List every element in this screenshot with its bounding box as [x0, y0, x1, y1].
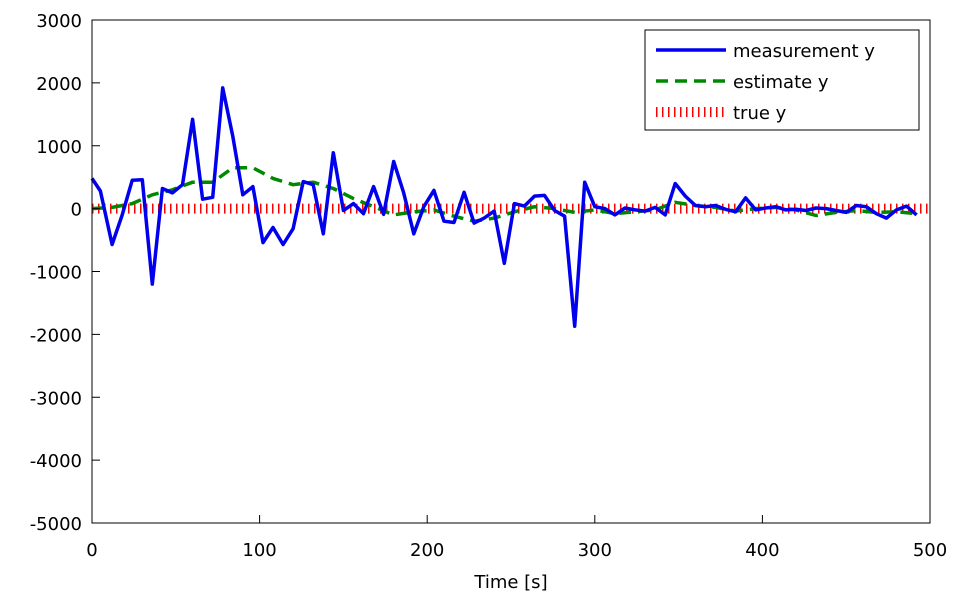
- y-tick-label: -1000: [30, 263, 82, 284]
- y-tick-label: -5000: [30, 514, 82, 535]
- x-tick-label: 500: [913, 540, 947, 561]
- x-tick-label: 300: [578, 540, 612, 561]
- legend-label-estimate: estimate y: [733, 72, 829, 93]
- legend-label-measurement: measurement y: [733, 41, 875, 62]
- x-tick-label: 100: [242, 540, 276, 561]
- x-tick-label: 0: [86, 540, 97, 561]
- y-axis: 3000 2000 1000 0 -1000 -2000 -3000 -4000 -5000: [30, 11, 100, 535]
- legend: measurement y estimate y true y: [644, 29, 920, 131]
- y-tick-label: -2000: [30, 325, 82, 346]
- legend-box: [644, 29, 920, 131]
- y-tick-label: -4000: [30, 451, 82, 472]
- y-tick-label: -3000: [30, 388, 82, 409]
- x-tick-label: 400: [745, 540, 779, 561]
- x-axis: 0 100 200 300 400 500: [86, 515, 947, 561]
- y-tick-label: 1000: [36, 137, 82, 158]
- y-tick-label: 3000: [36, 11, 82, 32]
- y-tick-label: 2000: [36, 74, 82, 95]
- series-line-measurement: [90, 86, 918, 328]
- series-layer: [90, 86, 930, 328]
- x-axis-label: Time [s]: [473, 572, 547, 593]
- x-tick-label: 200: [410, 540, 444, 561]
- y-tick-label: 0: [71, 200, 82, 221]
- legend-label-true: true y: [733, 103, 787, 124]
